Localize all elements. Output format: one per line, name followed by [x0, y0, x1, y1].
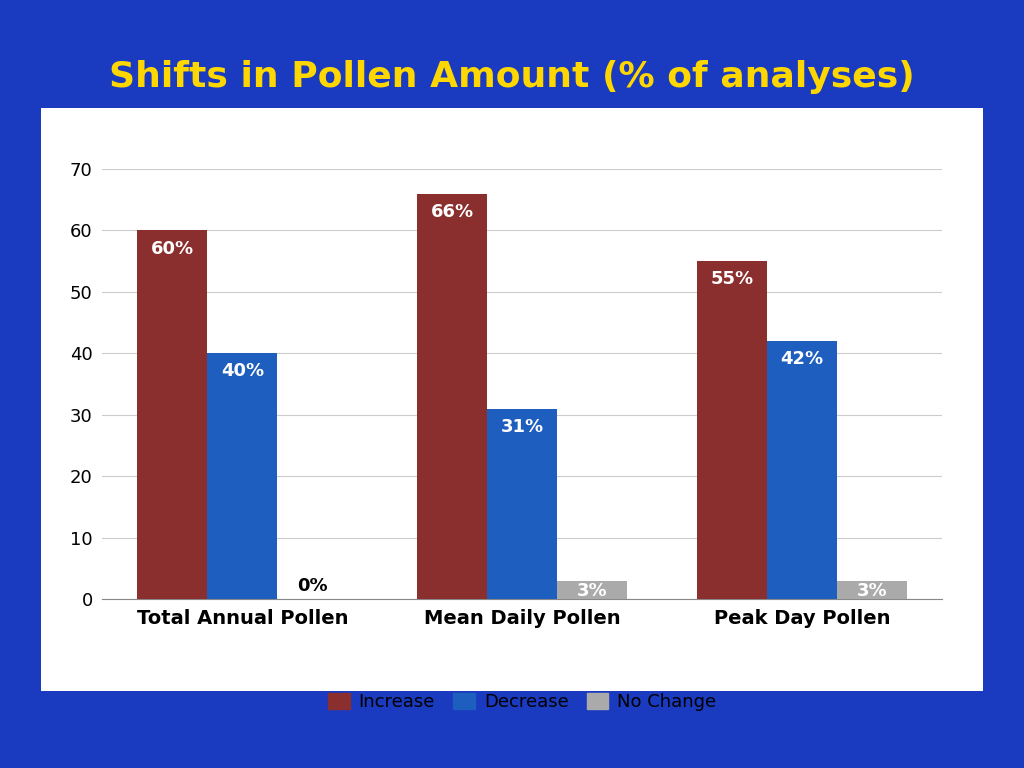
- Bar: [697, 261, 767, 599]
- Text: 40%: 40%: [221, 362, 264, 380]
- Text: 42%: 42%: [780, 350, 823, 368]
- Text: 0%: 0%: [297, 577, 328, 594]
- Bar: [487, 409, 557, 599]
- Text: 3%: 3%: [577, 582, 607, 601]
- Bar: [557, 581, 627, 599]
- Text: 31%: 31%: [501, 418, 544, 435]
- Bar: [838, 581, 907, 599]
- Bar: [137, 230, 207, 599]
- Bar: [207, 353, 278, 599]
- Text: 66%: 66%: [431, 203, 474, 220]
- Legend: Increase, Decrease, No Change: Increase, Decrease, No Change: [321, 686, 724, 718]
- Text: 60%: 60%: [151, 240, 194, 257]
- Bar: [418, 194, 487, 599]
- Text: 55%: 55%: [711, 270, 754, 288]
- Text: 3%: 3%: [857, 582, 888, 601]
- Text: Shifts in Pollen Amount (% of analyses): Shifts in Pollen Amount (% of analyses): [110, 60, 914, 94]
- Bar: [767, 341, 838, 599]
